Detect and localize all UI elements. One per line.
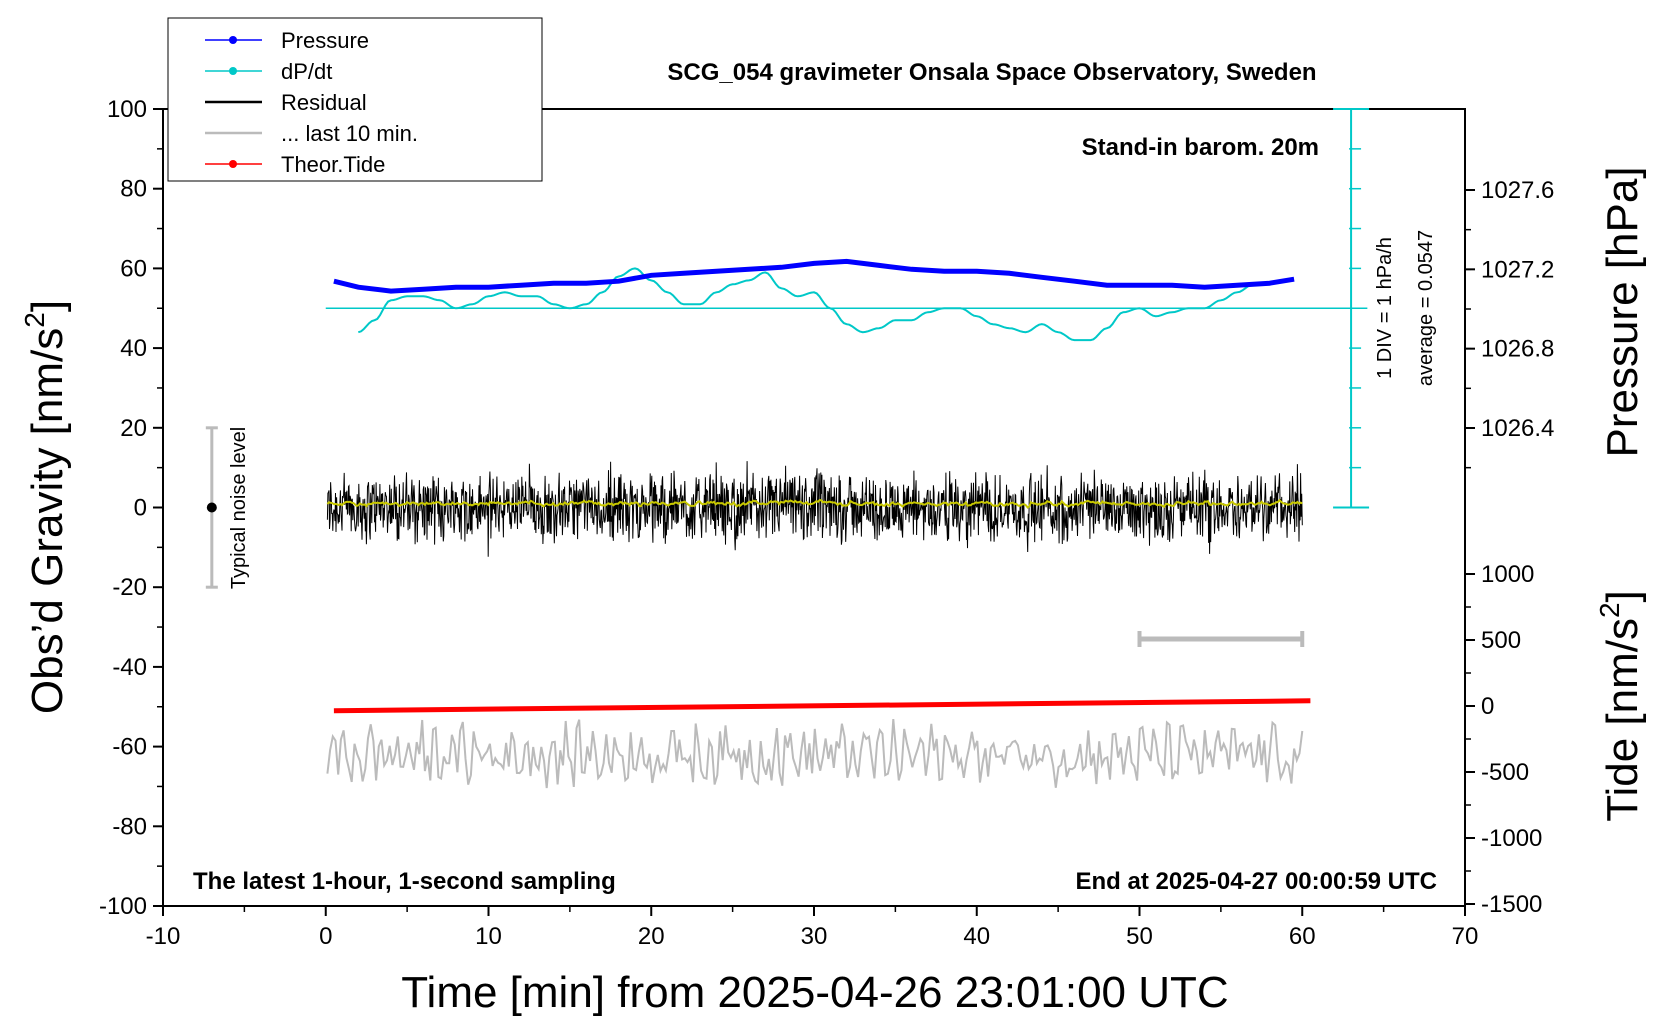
noise-level-label: Typical noise level [228, 427, 250, 589]
y-tick-label: 80 [120, 176, 147, 203]
stand-in-label: Stand-in barom. 20m [1082, 134, 1319, 161]
theoretical-tide-line [333, 698, 1311, 714]
y-tick-label: -60 [112, 734, 147, 761]
x-tick-label: 50 [1126, 923, 1153, 950]
tide-tick-label: 500 [1481, 627, 1521, 654]
x-tick-label: 0 [319, 923, 332, 950]
tide-tick-label: 1000 [1481, 561, 1534, 588]
y-tick-label: 60 [120, 255, 147, 282]
tide-tick-label: -500 [1481, 759, 1529, 786]
residual-line [326, 461, 1303, 557]
ten-minute-bar [1137, 631, 1305, 648]
y-tick-label: -20 [112, 574, 147, 601]
y-axis-pressure-label: Pressure [hPa] [1598, 166, 1647, 457]
bottom-right-label: End at 2025-04-27 00:00:59 UTC [1076, 868, 1438, 895]
legend-box [167, 17, 543, 182]
dpdt-line [358, 267, 1254, 342]
legend: Pressure dP/dt Residual ... last 10 min. The… [167, 17, 543, 182]
x-tick-label: 10 [475, 923, 502, 950]
y-axis-tide-label: Tide [nm/s2] [1594, 590, 1647, 822]
chart-title: SCG_054 gravimeter Onsala Space Observat… [667, 59, 1316, 86]
bottom-left-label: The latest 1-hour, 1-second sampling [193, 868, 616, 895]
x-tick-label: 60 [1289, 923, 1316, 950]
legend-marker [229, 36, 237, 44]
legend-label: Residual [281, 90, 367, 115]
y-tick-label: 40 [120, 335, 147, 362]
y-tick-label: -40 [112, 654, 147, 681]
tide-tick-label: 0 [1481, 693, 1494, 720]
legend-label: Theor.Tide [281, 152, 385, 177]
dpdt-div-label: 1 DIV = 1 hPa/h [1374, 237, 1396, 379]
pressure-line [333, 258, 1295, 294]
noise-level-indicator [205, 426, 218, 589]
y-tick-label: 0 [134, 495, 147, 522]
pressure-tick-label: 1026.8 [1481, 336, 1554, 363]
y-tick-label: 100 [107, 96, 147, 123]
x-tick-label: 20 [638, 923, 665, 950]
x-tick-label: 30 [801, 923, 828, 950]
dpdt-average-label: average = 0.0547 [1415, 230, 1437, 386]
tide-residual-line [326, 719, 1304, 789]
x-axis: -10 0 10 20 30 40 50 60 70 [146, 906, 1479, 950]
noise-dot [206, 502, 217, 513]
residual-smooth-line [326, 498, 1303, 509]
tide-tick-label: -1000 [1481, 825, 1542, 852]
legend-marker [229, 67, 237, 75]
legend-marker [229, 160, 237, 168]
x-tick-label: 70 [1452, 923, 1479, 950]
x-tick-label: 40 [963, 923, 990, 950]
y-axis-tide: -1500 -1000 -500 0 500 1000 [1465, 561, 1542, 918]
y-tick-label: -100 [99, 893, 147, 920]
tide-tick-label: -1500 [1481, 891, 1542, 918]
legend-label: ... last 10 min. [281, 121, 418, 146]
pressure-tick-label: 1026.4 [1481, 415, 1554, 442]
pressure-tick-label: 1027.2 [1481, 256, 1554, 283]
legend-label: dP/dt [281, 59, 332, 84]
y-axis-left-label: Obs’d Gravity [nm/s2] [19, 300, 72, 714]
y-tick-label: -80 [112, 813, 147, 840]
x-tick-label: -10 [146, 923, 181, 950]
legend-label: Pressure [281, 28, 369, 53]
y-axis-left: -100 -80 -60 -40 -20 0 20 40 60 80 100 [99, 96, 163, 920]
pressure-tick-label: 1027.6 [1481, 177, 1554, 204]
x-axis-label: Time [min] from 2025-04-26 23:01:00 UTC [401, 968, 1228, 1017]
y-axis-pressure: 1026.4 1026.8 1027.2 1027.6 [1465, 177, 1554, 469]
y-tick-label: 20 [120, 415, 147, 442]
